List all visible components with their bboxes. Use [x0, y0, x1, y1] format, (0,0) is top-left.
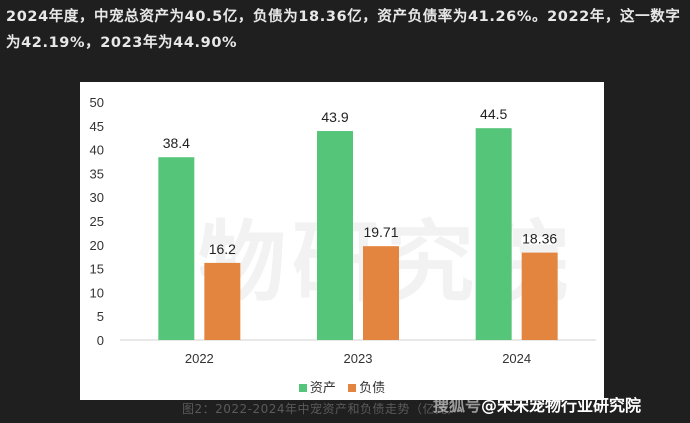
legend-item-assets: 资产	[298, 377, 336, 396]
x-tick-label-2023: 2023	[344, 351, 373, 366]
chart-legend: 资产 负债	[80, 377, 604, 396]
legend-swatch-assets	[298, 384, 307, 392]
y-tick-label-20: 20	[90, 238, 104, 253]
y-tick-label-5: 5	[97, 309, 104, 324]
y-tick-label-15: 15	[90, 262, 104, 277]
figure-caption: 图2：2022-2024年中宠资产和负债走势（亿元）	[182, 402, 461, 416]
bar-assets-2023	[317, 131, 353, 340]
bar-liabilities-2024	[521, 252, 558, 340]
y-tick-label-0: 0	[97, 333, 104, 348]
bar-assets-2024	[475, 128, 512, 340]
y-tick-label-10: 10	[90, 285, 104, 300]
data-label-assets-2023: 43.9	[321, 109, 348, 125]
bar-assets-2022	[158, 157, 195, 340]
y-tick-label-50: 50	[90, 95, 104, 110]
data-label-liabilities-2023: 19.71	[363, 224, 398, 240]
data-label-assets-2024: 44.5	[480, 106, 507, 122]
legend-label-assets: 资产	[309, 381, 336, 396]
legend-swatch-liabilities	[348, 384, 357, 392]
y-tick-label-35: 35	[90, 166, 104, 181]
y-tick-label-45: 45	[90, 119, 104, 134]
x-tick-label-2024: 2024	[502, 351, 531, 366]
data-label-liabilities-2022: 16.2	[209, 241, 236, 257]
y-tick-label-30: 30	[90, 190, 104, 205]
bar-liabilities-2022	[204, 262, 241, 340]
source-credit: 搜狐号@宋宋宠物行业研究院	[433, 392, 641, 416]
data-label-liabilities-2024: 18.36	[522, 231, 557, 247]
legend-item-liabilities: 负债	[348, 377, 385, 396]
legend-label-liabilities: 负债	[359, 381, 386, 396]
bar-liabilities-2023	[363, 246, 399, 340]
data-label-assets-2022: 38.4	[163, 135, 190, 151]
chart-panel: 物研究院 0510152025303540455038.416.2202243.…	[80, 82, 604, 400]
source-author: @宋宋宠物行业研究院	[481, 396, 642, 415]
y-tick-label-25: 25	[90, 214, 104, 229]
bar-chart: 0 5 10 15 20 25 30 35 40 45 50 38.4 16.2 2022 43.9 19.7…	[90, 95, 596, 366]
source-platform: 搜狐号	[433, 396, 482, 415]
intro-paragraph: 2024年度，中宠总资产为40.5亿，负债为18.36亿，资产负债率为41.26…	[6, 9, 681, 51]
x-tick-label-2022: 2022	[185, 351, 214, 366]
y-tick-label-40: 40	[90, 143, 104, 158]
